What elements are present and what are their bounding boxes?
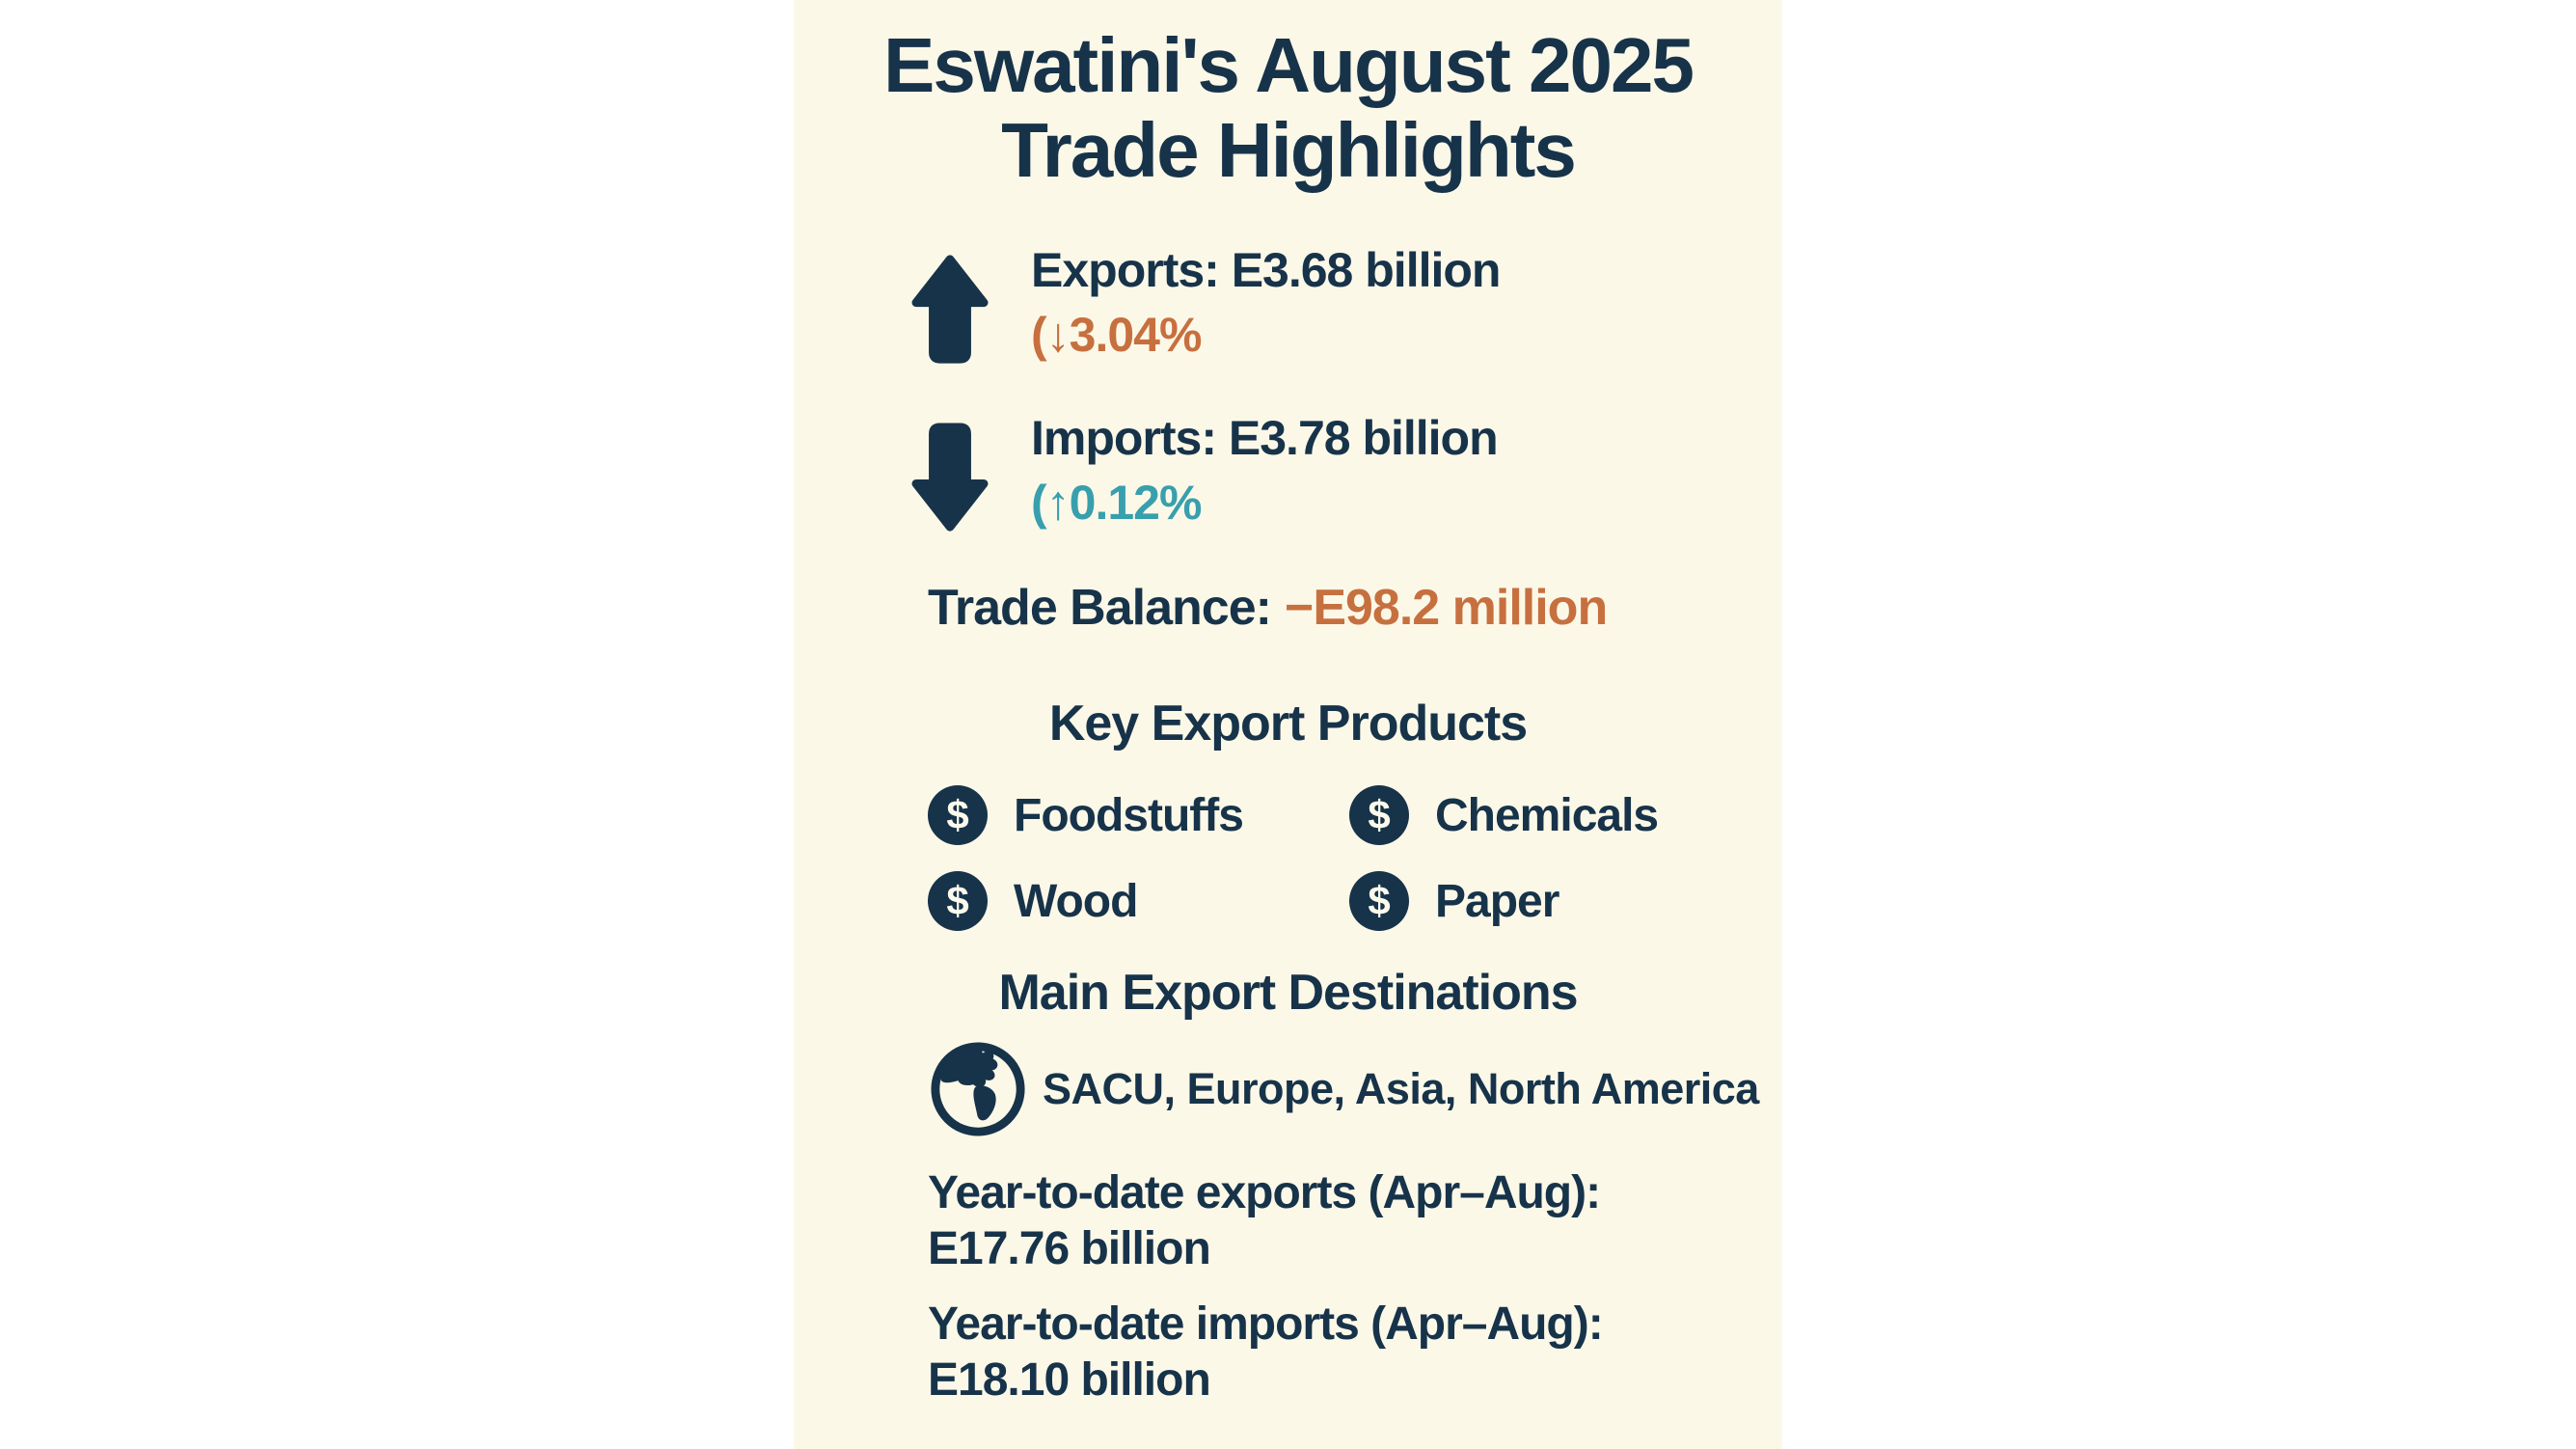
exports-value: Exports: E3.68 billion [1031, 243, 1501, 297]
product-label: Foodstuffs [1014, 789, 1244, 841]
product-label: Paper [1435, 875, 1559, 927]
exports-change: (↓3.04% [1031, 308, 1202, 362]
main-export-destinations-heading: Main Export Destinations [998, 965, 1578, 1021]
exports-text: Exports: E3.68 billion (↓3.04% [1031, 238, 1501, 368]
key-export-products-list: $ Foodstuffs $ Chemicals $ Wood $ Paper [928, 785, 1699, 931]
product-item-paper: $ Paper [1349, 871, 1699, 931]
ytd-imports: Year-to-date imports (Apr–Aug): E18.10 b… [928, 1297, 1604, 1408]
imports-text: Imports: E3.78 billion (↑0.12% [1031, 406, 1499, 535]
infographic-panel: Eswatini's August 2025 Trade Highlights … [794, 0, 1782, 1449]
dollar-icon: $ [928, 871, 988, 931]
key-export-products-heading: Key Export Products [1048, 696, 1528, 752]
ytd-exports-value: E17.76 billion [928, 1223, 1211, 1274]
product-label: Chemicals [1435, 789, 1659, 841]
trade-balance-label: Trade Balance: [928, 580, 1272, 636]
product-item-chemicals: $ Chemicals [1349, 785, 1699, 845]
product-item-foodstuffs: $ Foodstuffs [928, 785, 1349, 845]
ytd-exports: Year-to-date exports (Apr–Aug): E17.76 b… [928, 1165, 1601, 1277]
imports-change: (↑0.12% [1031, 476, 1202, 530]
destinations-row: SACU, Europe, Asia, North America [929, 1040, 1759, 1138]
ytd-imports-label: Year-to-date imports (Apr–Aug): [928, 1299, 1604, 1350]
dollar-icon: $ [1349, 785, 1409, 845]
page-title: Eswatini's August 2025 Trade Highlights [794, 23, 1782, 193]
destinations-text: SACU, Europe, Asia, North America [1043, 1064, 1759, 1113]
ytd-exports-label: Year-to-date exports (Apr–Aug): [928, 1167, 1601, 1218]
imports-stat: Imports: E3.78 billion (↑0.12% [910, 411, 1499, 535]
title-line-1: Eswatini's August 2025 [882, 22, 1695, 108]
product-item-wood: $ Wood [928, 871, 1349, 931]
ytd-imports-value: E18.10 billion [928, 1354, 1211, 1406]
down-arrow-icon [910, 421, 990, 533]
up-arrow-icon [910, 253, 990, 366]
trade-balance: Trade Balance: −E98.2 million [928, 578, 1608, 638]
trade-balance-value: −E98.2 million [1284, 580, 1608, 636]
dollar-icon: $ [1349, 871, 1409, 931]
product-label: Wood [1014, 875, 1138, 927]
dollar-icon: $ [928, 785, 988, 845]
imports-value: Imports: E3.78 billion [1031, 411, 1499, 465]
title-line-2: Trade Highlights [1001, 107, 1577, 193]
globe-icon [929, 1040, 1027, 1138]
exports-stat: Exports: E3.68 billion (↓3.04% [910, 243, 1501, 368]
